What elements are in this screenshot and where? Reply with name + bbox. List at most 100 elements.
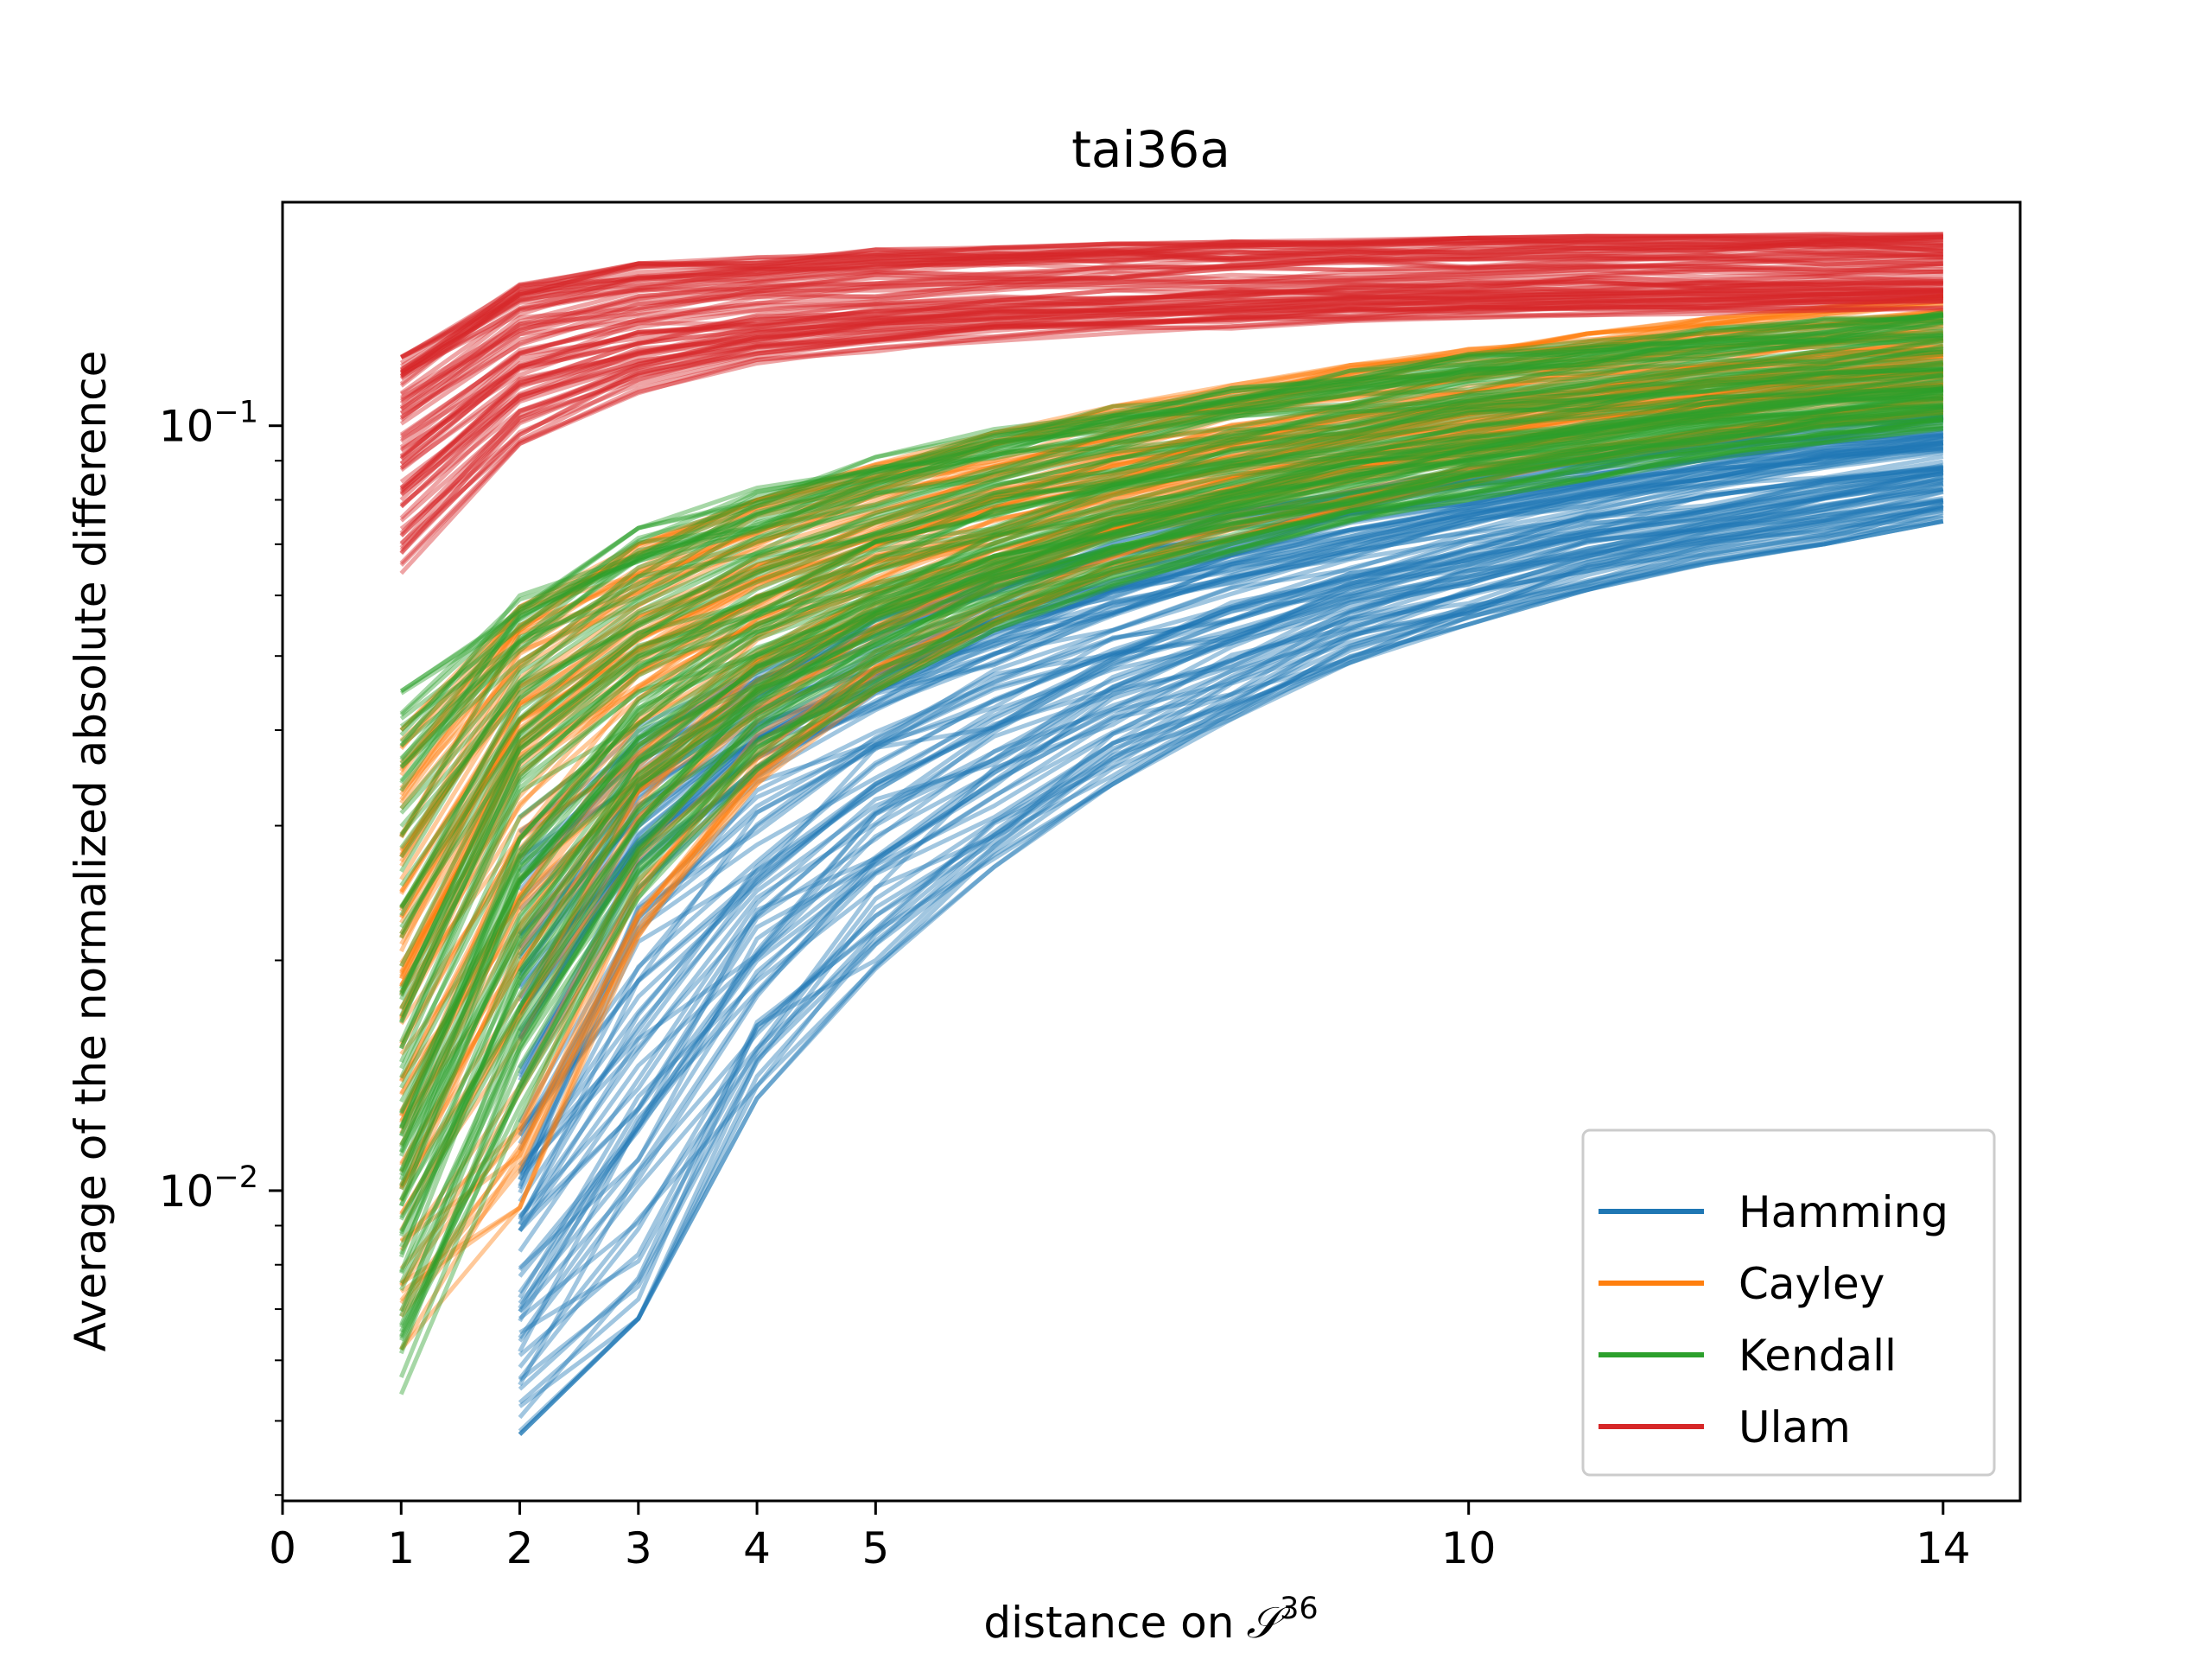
series-line [518, 433, 1944, 951]
series-line [518, 466, 1944, 1145]
series-line [398, 397, 1943, 1207]
x-axis-label-superscript: 36 [1280, 1592, 1319, 1626]
series-line [399, 367, 1943, 1018]
series-line [399, 404, 1944, 1219]
series-line [399, 312, 1944, 696]
series-line [398, 386, 1944, 1137]
series-line [399, 385, 1943, 1050]
series-line [518, 487, 1944, 1310]
series-line [399, 387, 1944, 1166]
series-line [399, 287, 1943, 490]
series-line [399, 365, 1944, 994]
series-line [399, 405, 1944, 1249]
series-line [399, 335, 1943, 783]
series-line [518, 441, 1944, 1042]
series-line [518, 459, 1944, 1132]
series-line [518, 510, 1944, 1391]
series-line [518, 448, 1944, 1082]
series-line [400, 240, 1943, 374]
series-line [399, 257, 1943, 423]
series-line [399, 343, 1944, 953]
series-line [399, 321, 1944, 868]
series-line [399, 238, 1943, 372]
series-line [399, 338, 1944, 873]
series-line [399, 309, 1944, 790]
series-line [399, 366, 1943, 997]
series-line [399, 353, 1943, 919]
series-ulam [399, 232, 1944, 575]
series-line [399, 372, 1944, 1070]
series-line [399, 291, 1943, 509]
series-line [518, 486, 1944, 1232]
x-axis-label: distance on 𝒮36 [983, 1592, 1318, 1648]
series-line [518, 450, 1944, 1124]
series-line [399, 410, 1943, 1313]
series-line [399, 330, 1943, 863]
series-line [399, 318, 1943, 804]
series-line [399, 293, 1944, 732]
series-line [399, 298, 1944, 742]
series-line [399, 383, 1944, 1115]
series-line [399, 369, 1943, 1026]
series-line [399, 322, 1943, 721]
series-line [398, 386, 1943, 1153]
series-line [399, 279, 1943, 452]
series-line [518, 499, 1944, 1353]
series-line [518, 513, 1944, 1433]
series-line [399, 367, 1944, 1050]
series-line [399, 362, 1943, 1011]
series-line [399, 375, 1943, 1056]
series-line [399, 383, 1944, 1217]
legend-box [1581, 1128, 1996, 1477]
series-line [399, 345, 1944, 968]
y-axis-ticks: 10−2 10−1 [159, 396, 283, 1497]
series-line [399, 299, 1943, 531]
legend: Hamming Cayley Kendall Ulam [1581, 1128, 1996, 1477]
series-line [399, 320, 1944, 733]
series-line [399, 356, 1944, 973]
series-line [400, 279, 1943, 442]
y-axis-label: Average of the normalized absolute diffe… [66, 351, 116, 1352]
series-line [399, 404, 1944, 1221]
series-line [399, 267, 1943, 449]
series-line [399, 404, 1944, 1294]
series-line [399, 293, 1944, 732]
series-line [518, 467, 1944, 1194]
series-line [518, 474, 1944, 1221]
series-line [399, 309, 1944, 715]
series-line [399, 274, 1943, 459]
series-line [399, 302, 1943, 777]
plot-frame [281, 200, 2022, 1503]
series-line [399, 416, 1944, 1333]
series-line [399, 418, 1943, 1292]
series-line [399, 349, 1944, 946]
series-line [518, 419, 1944, 882]
series-line [399, 242, 1943, 388]
series-line [399, 412, 1944, 1284]
series-line [518, 515, 1944, 1405]
series-line [518, 415, 1944, 883]
series-line [399, 276, 1943, 470]
series-line [399, 238, 1943, 386]
series-line [399, 395, 1944, 1147]
series-line [398, 388, 1944, 1172]
series-line [399, 293, 1944, 772]
series-line [518, 496, 1944, 1313]
series-line [399, 352, 1944, 917]
series-line [399, 375, 1944, 1116]
series-line [399, 312, 1944, 744]
series-line [399, 386, 1943, 1122]
series-hamming [518, 407, 1944, 1436]
series-line [399, 395, 1944, 1215]
series-line [399, 360, 1944, 929]
series-line [398, 410, 1943, 1258]
series-line [518, 508, 1944, 1387]
series-line [399, 386, 1943, 1165]
series-line [399, 407, 1944, 1351]
series-line [399, 294, 1943, 538]
series-line [399, 372, 1944, 1044]
series-line [518, 486, 1944, 1294]
series-line [399, 234, 1943, 381]
series-line [518, 502, 1944, 1357]
series-line [518, 506, 1944, 1343]
